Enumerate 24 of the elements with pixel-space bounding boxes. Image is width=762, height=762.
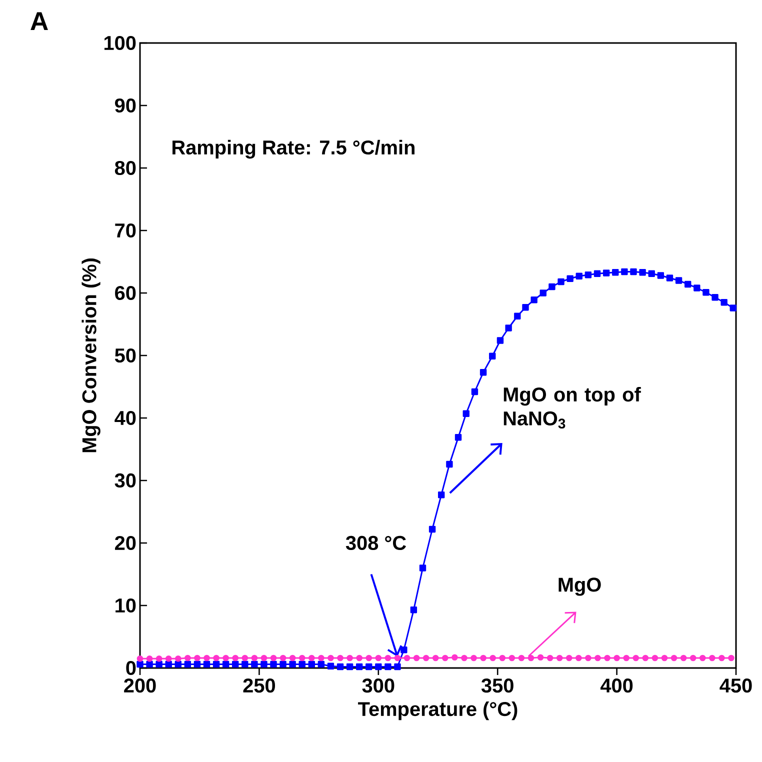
y-tick-label: 30 [114,473,136,488]
x-tick-label: 300 [362,678,394,693]
y-tick-label: 10 [116,598,136,613]
annotation: 308 °C [346,536,406,550]
annotation: Ramping Rate: 7.5 °C/min [172,140,414,159]
x-tick-label: 400 [600,678,633,693]
x-axis-title: Temperature (°C) [358,701,518,720]
x-tick-label: 200 [124,678,156,693]
y-tick-label: 50 [114,348,136,363]
text: A [30,12,48,30]
y-tick-label: 70 [115,223,136,238]
y-tick-label: 20 [115,536,136,550]
y-tick-label: 0 [126,660,136,676]
y-axis-title: MgO Conversion (%) [82,258,100,452]
series-label: MgO on top of NaNO$_{3}$ [504,386,641,429]
y-tick-label: 60 [115,286,136,300]
x-tick-label: 450 [720,678,752,693]
text: MgO [558,578,601,596]
y-tick-label: 100 [104,36,136,50]
x-tick-label: 250 [243,678,276,693]
y-tick-label: 80 [114,160,136,176]
y-tick-label: 40 [114,410,136,426]
x-tick-label: 350 [481,678,514,693]
y-tick-label: 90 [115,98,136,113]
